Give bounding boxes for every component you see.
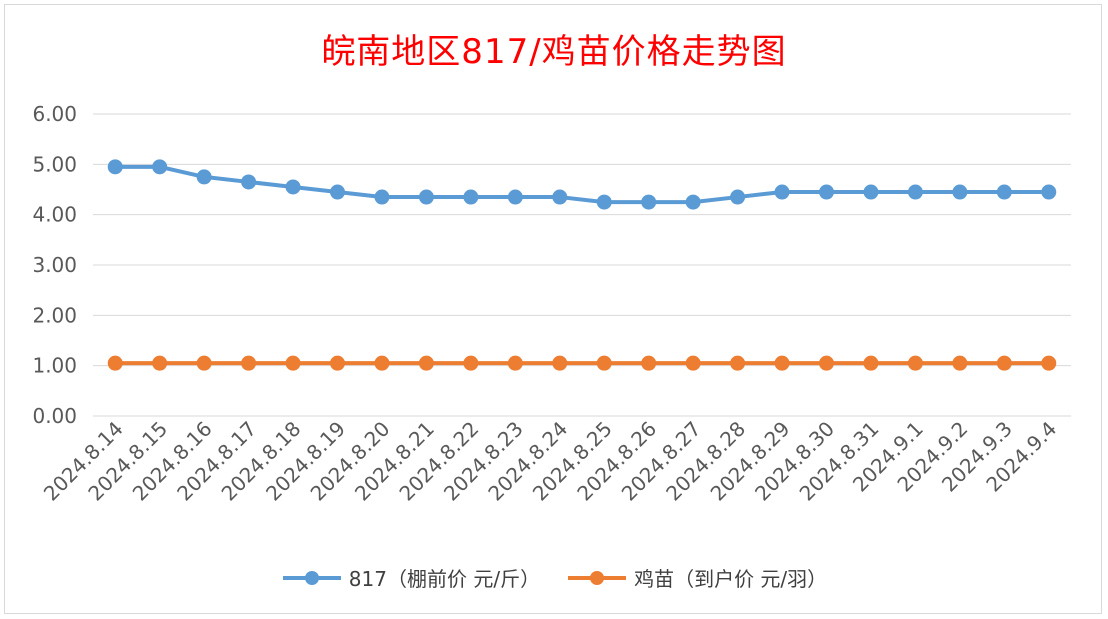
chart-title: 皖南地区817/鸡苗价格走势图: [321, 32, 787, 72]
data-point-series-1: [107, 355, 123, 371]
data-point-series-1: [418, 355, 434, 371]
y-tick-label: 2.00: [32, 303, 77, 327]
data-point-series-0: [507, 189, 523, 205]
data-point-series-1: [241, 355, 257, 371]
y-tick-label: 6.00: [32, 102, 77, 126]
y-tick-label: 4.00: [32, 203, 77, 227]
data-point-series-0: [196, 169, 212, 185]
data-point-series-0: [952, 184, 968, 200]
data-point-series-1: [685, 355, 701, 371]
data-point-series-0: [463, 189, 479, 205]
data-point-series-0: [374, 189, 390, 205]
legend-marker: [304, 570, 319, 585]
data-point-series-0: [996, 184, 1012, 200]
data-point-series-0: [596, 194, 612, 210]
chart-area: [4, 4, 1102, 614]
data-point-series-1: [330, 355, 345, 371]
series-line-0: [113, 164, 1051, 205]
data-point-series-0: [863, 184, 879, 200]
data-point-series-0: [774, 184, 790, 200]
legend-label-0: 817（棚前价 元/斤）: [348, 567, 541, 591]
data-point-series-1: [596, 355, 612, 371]
legend-marker: [590, 570, 605, 585]
y-tick-label: 5.00: [32, 152, 77, 176]
data-point-series-1: [152, 355, 168, 371]
data-point-series-1: [730, 355, 746, 371]
data-point-series-1: [196, 355, 212, 371]
data-point-series-0: [907, 184, 923, 200]
y-tick-label: 0.00: [32, 404, 77, 428]
y-tick-label: 3.00: [32, 253, 77, 277]
data-point-series-1: [907, 355, 923, 371]
data-point-series-0: [685, 194, 701, 210]
data-point-series-0: [241, 174, 257, 190]
data-point-series-0: [641, 194, 657, 210]
data-point-series-1: [285, 355, 301, 371]
data-point-series-0: [819, 184, 834, 200]
legend-item-0: 817（棚前价 元/斤）: [281, 563, 540, 592]
data-point-series-1: [863, 355, 879, 371]
data-point-series-0: [418, 189, 434, 205]
data-point-series-1: [552, 355, 568, 371]
data-point-series-1: [819, 355, 834, 371]
data-point-series-0: [330, 184, 345, 200]
y-tick-label: 1.00: [32, 354, 77, 378]
data-point-series-0: [152, 159, 168, 175]
data-point-series-0: [552, 189, 568, 205]
data-point-series-1: [374, 355, 390, 371]
data-point-series-1: [774, 355, 790, 371]
legend-item-1: 鸡苗（到户价 元/羽）: [566, 563, 827, 592]
data-point-series-1: [1041, 355, 1057, 371]
data-point-series-1: [507, 355, 523, 371]
data-point-series-0: [107, 159, 123, 175]
data-point-series-0: [285, 179, 301, 195]
legend-label-1: 鸡苗（到户价 元/羽）: [634, 567, 828, 591]
data-point-series-1: [952, 355, 968, 371]
data-point-series-0: [1041, 184, 1057, 200]
chart-legend: 817（棚前价 元/斤） 鸡苗（到户价 元/羽）: [0, 563, 1108, 592]
legend-swatch-1: [568, 570, 627, 585]
data-point-series-0: [730, 189, 746, 205]
data-point-series-1: [641, 355, 657, 371]
data-point-series-1: [463, 355, 479, 371]
legend-swatch-0: [282, 570, 341, 585]
data-point-series-1: [996, 355, 1012, 371]
